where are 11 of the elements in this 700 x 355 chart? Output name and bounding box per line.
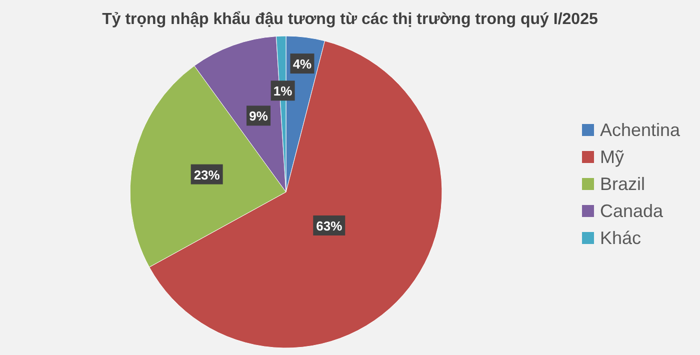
legend-label: Achentina — [600, 120, 682, 140]
legend-label: Mỹ — [600, 147, 624, 167]
legend-label: Khác — [600, 228, 642, 248]
data-label: 1% — [273, 84, 293, 99]
data-label: 4% — [292, 56, 312, 72]
data-label: 23% — [194, 167, 220, 182]
chart-title: Tỷ trọng nhập khẩu đậu tương từ các thị trường trong quý I/2025 — [102, 11, 598, 28]
data-label: 63% — [316, 218, 343, 234]
data-label: 9% — [249, 108, 268, 124]
legend-label: Brazil — [600, 174, 646, 194]
legend-label: Canada — [600, 201, 664, 221]
